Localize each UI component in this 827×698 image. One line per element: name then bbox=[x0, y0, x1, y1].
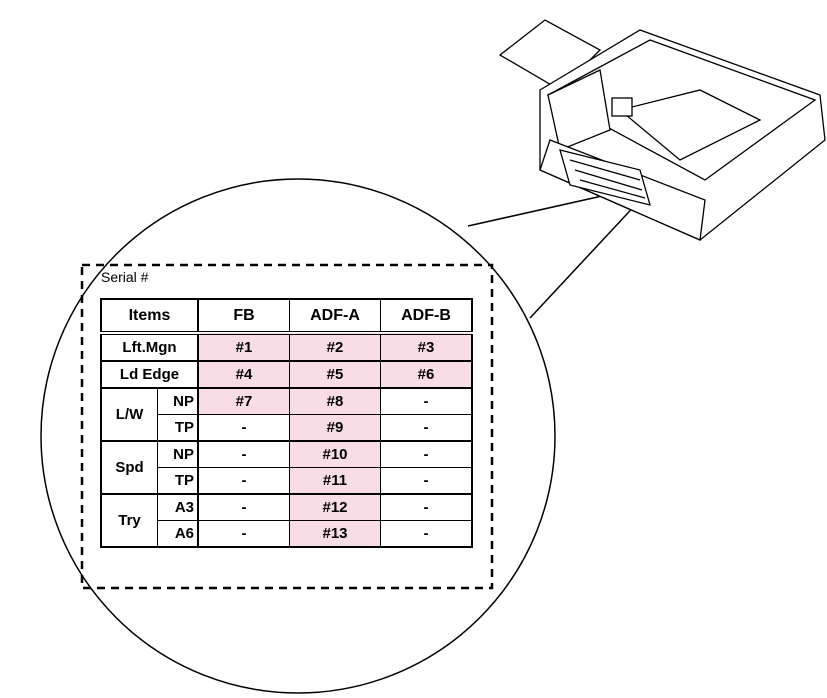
cell: #6 bbox=[380, 360, 473, 389]
cell: #3 bbox=[380, 332, 473, 362]
serial-label: Serial # bbox=[101, 269, 149, 285]
item: Lft.Mgn bbox=[100, 332, 199, 362]
cell: #10 bbox=[289, 440, 381, 468]
cell: #7 bbox=[197, 387, 290, 415]
cell: - bbox=[197, 467, 290, 495]
cell: #9 bbox=[289, 414, 381, 442]
sub-item: NP bbox=[157, 387, 199, 415]
cell: - bbox=[380, 467, 473, 495]
table: Items FB ADF-A ADF-B Lft.Mgn #1 #2 #3 Ld Edge #… bbox=[100, 298, 473, 548]
item: L/W bbox=[100, 387, 158, 442]
item: Spd bbox=[100, 440, 158, 495]
cell: - bbox=[380, 520, 473, 548]
item: Ld Edge bbox=[100, 360, 199, 389]
leader-line bbox=[529, 199, 641, 319]
sub-item: TP bbox=[157, 414, 199, 442]
sub-item: NP bbox=[157, 440, 199, 468]
cell: #5 bbox=[289, 360, 381, 389]
cell: #11 bbox=[289, 467, 381, 495]
cell: #1 bbox=[197, 332, 290, 362]
cell: - bbox=[380, 440, 473, 468]
cell: - bbox=[380, 414, 473, 442]
header-cell: FB bbox=[197, 298, 290, 335]
cell: - bbox=[197, 440, 290, 468]
cell: - bbox=[197, 493, 290, 521]
header-cell: Items bbox=[100, 298, 199, 335]
cell: - bbox=[380, 387, 473, 415]
sub-item: TP bbox=[157, 467, 199, 495]
cell: #2 bbox=[289, 332, 381, 362]
cell: - bbox=[380, 493, 473, 521]
cell: #12 bbox=[289, 493, 381, 521]
header-cell: ADF-B bbox=[380, 298, 473, 335]
sub-item: A6 bbox=[157, 520, 199, 548]
cell: - bbox=[197, 520, 290, 548]
item: Try bbox=[100, 493, 158, 548]
cell: - bbox=[197, 414, 290, 442]
sub-item: A3 bbox=[157, 493, 199, 521]
scanner bbox=[498, 19, 826, 241]
dashed-box bbox=[80, 263, 494, 590]
cell: #13 bbox=[289, 520, 381, 548]
cell: #8 bbox=[289, 387, 381, 415]
leader-line bbox=[467, 195, 603, 227]
header-cell: ADF-A bbox=[289, 298, 381, 335]
cell: #4 bbox=[197, 360, 290, 389]
